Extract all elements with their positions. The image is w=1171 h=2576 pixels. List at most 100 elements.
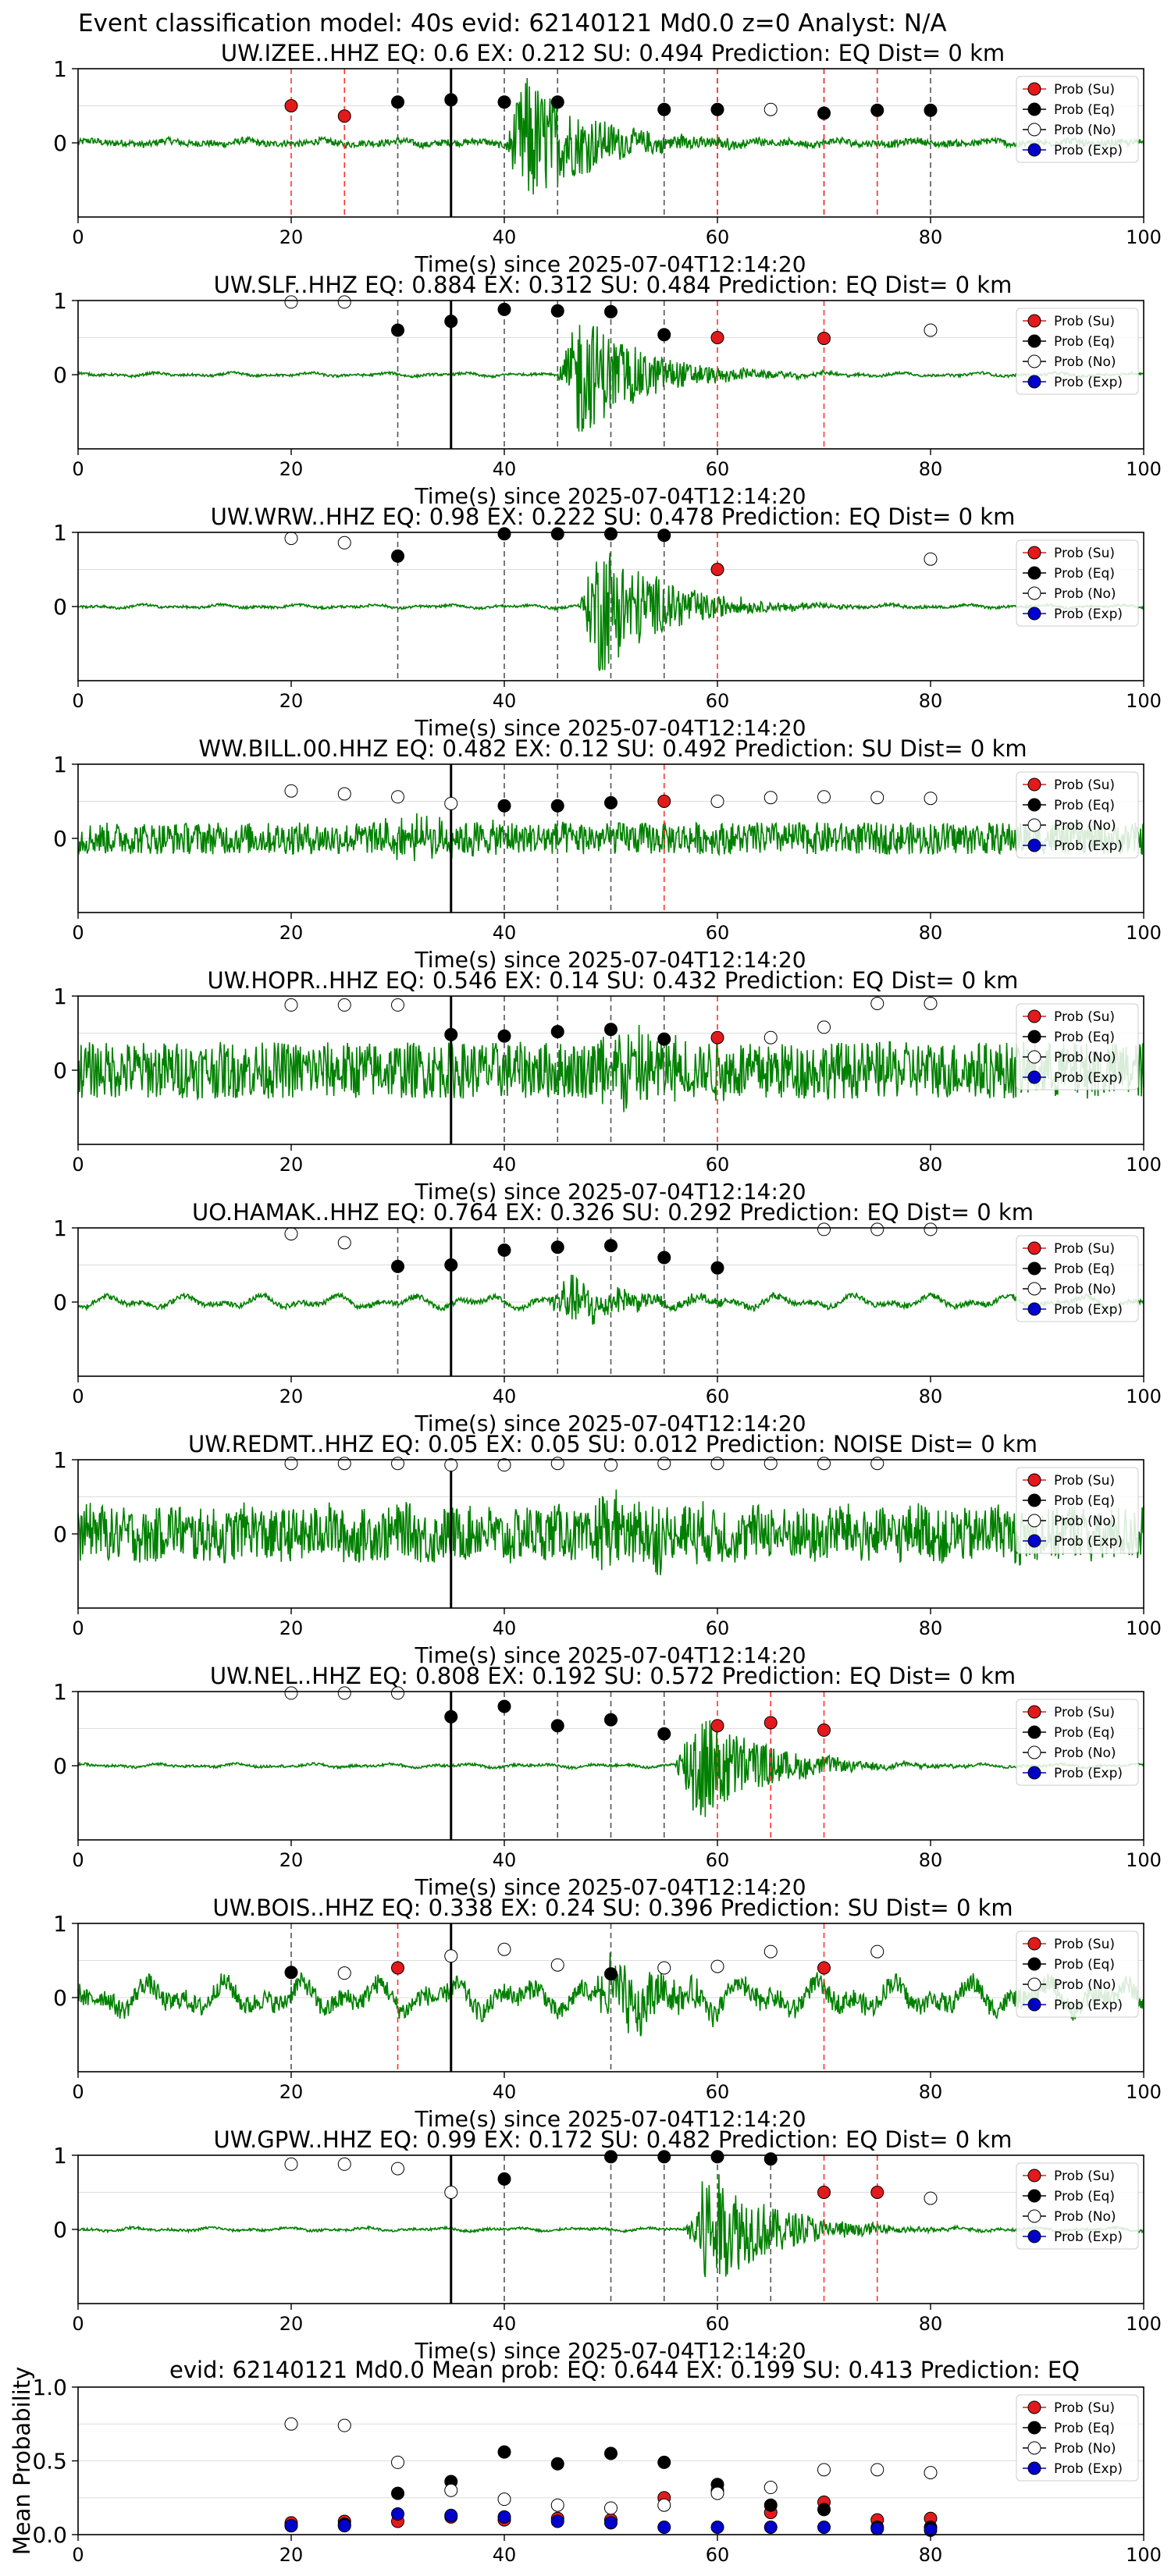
legend-label: Prob (Exp)	[1054, 2461, 1123, 2477]
y-tick-label: 1	[53, 56, 67, 82]
prob-point-no	[604, 1458, 618, 1472]
legend-label: Prob (Exp)	[1054, 2229, 1123, 2245]
legend-label: Prob (Su)	[1054, 2169, 1115, 2184]
y-tick-label: 0	[53, 2217, 67, 2243]
prob-point-eq	[391, 323, 404, 337]
panel-title: UW.GPW..HHZ EQ: 0.99 EX: 0.172 SU: 0.482…	[214, 2126, 1013, 2153]
x-tick-label: 20	[279, 2081, 304, 2103]
legend-label: Prob (No)	[1054, 123, 1116, 138]
legend-label: Prob (Eq)	[1054, 2189, 1115, 2204]
legend-marker-eq	[1027, 1030, 1041, 1044]
y-tick-label: 0	[53, 594, 67, 620]
plot-frame	[77, 2154, 1144, 2304]
prob-point-no	[924, 552, 938, 566]
prob-point-no	[497, 1458, 511, 1472]
legend-marker-exp	[1027, 607, 1041, 621]
x-tick-label: 80	[919, 922, 943, 944]
mean-prob-point-exp	[604, 2516, 618, 2530]
prob-point-no	[337, 1966, 351, 1980]
prob-point-su	[391, 1961, 404, 1975]
prob-point-no	[870, 791, 884, 805]
legend-marker-exp	[1027, 1766, 1041, 1780]
legend-label: Prob (Exp)	[1054, 607, 1123, 622]
mean-prob-point-exp	[337, 2519, 351, 2533]
prob-point-eq	[550, 1240, 564, 1254]
prob-point-no	[870, 1944, 884, 1959]
y-axis-label: Mean Probability	[9, 2367, 35, 2556]
legend-marker-eq	[1027, 2421, 1041, 2435]
x-tick-label: 40	[493, 2081, 517, 2103]
prob-point-eq	[444, 93, 458, 107]
plot-frame	[77, 1227, 1144, 1377]
prob-point-no	[763, 1030, 778, 1044]
panel-8: UW.NEL..HHZ EQ: 0.808 EX: 0.192 SU: 0.57…	[53, 1663, 1162, 1900]
legend-label: Prob (No)	[1054, 1745, 1116, 1761]
legend-marker-exp	[1027, 1534, 1041, 1548]
mean-prob-point-no	[657, 2498, 671, 2512]
legend-label: Prob (Eq)	[1054, 1493, 1115, 1509]
prob-point-no	[817, 1020, 831, 1034]
panel-title: UO.HAMAK..HHZ EQ: 0.764 EX: 0.326 SU: 0.…	[192, 1199, 1034, 1226]
x-axis-label: Time(s) since 2025-07-04T12:14:20	[414, 2338, 806, 2364]
x-tick-label: 0	[72, 1386, 84, 1407]
x-tick-label: 0	[72, 458, 84, 480]
mean-prob-point-no	[870, 2463, 884, 2477]
waveform-trace	[77, 1720, 1144, 1817]
x-tick-label: 0	[72, 1154, 84, 1176]
panel-10: UW.GPW..HHZ EQ: 0.99 EX: 0.172 SU: 0.482…	[53, 2126, 1162, 2364]
x-tick-label: 100	[1126, 922, 1162, 944]
prob-point-no	[924, 2191, 938, 2205]
prob-point-eq	[817, 106, 831, 120]
prob-point-no	[497, 1942, 511, 1956]
prob-point-no	[284, 784, 298, 798]
prob-point-eq	[604, 304, 618, 318]
prob-point-no	[284, 532, 298, 546]
panel-title: UW.IZEE..HHZ EQ: 0.6 EX: 0.212 SU: 0.494…	[221, 40, 1005, 66]
x-tick-label: 40	[493, 2313, 517, 2335]
mean-prob-point-no	[710, 2486, 724, 2500]
x-tick-label: 100	[1126, 1386, 1162, 1407]
prob-point-eq	[391, 549, 404, 563]
prob-point-eq	[444, 315, 458, 329]
legend-label: Prob (Eq)	[1054, 2421, 1115, 2436]
x-tick-label: 60	[706, 2544, 730, 2566]
y-tick-label: 1	[53, 288, 67, 314]
figure-title: Event classification model: 40s evid: 62…	[78, 9, 947, 37]
legend-label: Prob (Exp)	[1054, 1302, 1123, 1318]
y-tick-label: 0	[53, 826, 67, 852]
panel-7: UW.REDMT..HHZ EQ: 0.05 EX: 0.05 SU: 0.01…	[53, 1431, 1162, 1668]
mean-prob-point-eq	[550, 2457, 564, 2471]
plot-frame	[77, 68, 1144, 218]
x-axis-label: Time(s) since 2025-07-04T12:14:20	[414, 1411, 806, 1436]
prob-point-eq	[550, 799, 564, 813]
x-tick-label: 80	[919, 1386, 943, 1407]
waveform-trace	[77, 1024, 1144, 1112]
x-axis-label: Time(s) since 2025-07-04T12:14:20	[414, 947, 806, 973]
legend-marker-su	[1027, 1473, 1041, 1487]
prob-point-no	[657, 1961, 671, 1975]
prob-point-no	[391, 1686, 404, 1700]
prob-point-no	[391, 2161, 404, 2176]
legend-marker-su	[1027, 546, 1041, 560]
y-tick-label: 0	[53, 1290, 67, 1315]
legend-marker-eq	[1027, 102, 1041, 116]
prob-point-su	[337, 109, 351, 123]
legend-marker-eq	[1027, 334, 1041, 348]
legend-label: Prob (Eq)	[1054, 1957, 1115, 1973]
legend-marker-no	[1027, 1977, 1041, 1991]
prob-point-no	[444, 1458, 458, 1472]
x-tick-label: 0	[72, 690, 84, 712]
panel-4: WW.BILL.00.HHZ EQ: 0.482 EX: 0.12 SU: 0.…	[53, 735, 1162, 973]
x-tick-label: 100	[1126, 2313, 1162, 2335]
legend-label: Prob (No)	[1054, 1050, 1116, 1066]
legend-box	[1016, 1003, 1139, 1091]
y-tick-label: 0	[53, 1985, 67, 2011]
x-tick-label: 0	[72, 2081, 84, 2103]
prob-point-su	[710, 1030, 724, 1044]
legend-marker-exp	[1027, 143, 1041, 157]
plot-frame	[77, 763, 1144, 913]
legend-marker-no	[1027, 586, 1041, 600]
prob-point-su	[710, 331, 724, 344]
prob-point-no	[763, 102, 778, 116]
legend-marker-eq	[1027, 1725, 1041, 1739]
